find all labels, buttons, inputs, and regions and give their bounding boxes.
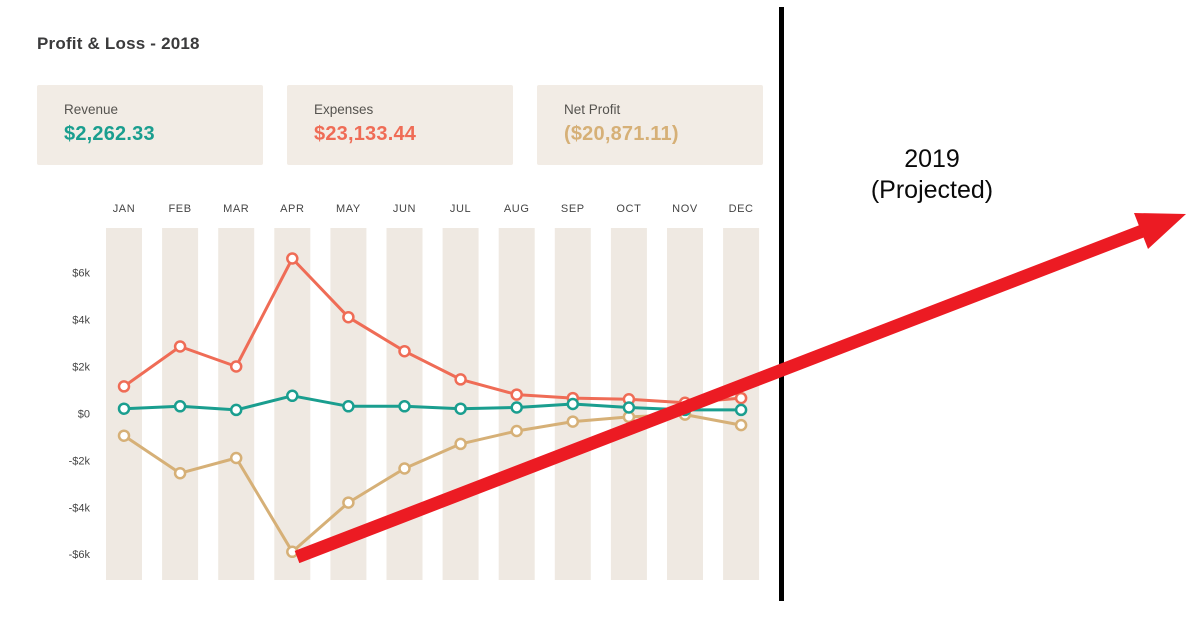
y-axis-tick-label: $0: [78, 408, 90, 420]
data-point-net-profit: [510, 424, 523, 438]
revenue-card: Revenue $2,262.33: [37, 85, 263, 165]
expenses-card-label: Expenses: [314, 102, 374, 117]
expenses-card: Expenses $23,133.44: [287, 85, 513, 165]
month-label: NOV: [672, 203, 698, 215]
series-line-revenue: [122, 394, 743, 412]
expenses-card-value: $23,133.44: [314, 123, 417, 145]
summary-cards: Revenue $2,262.33 Expenses $23,133.44 Ne…: [37, 85, 763, 165]
profit-loss-chart: JAN FEB MAR APR MAY JUN JUL AUG SEP OCT NOV DEC $6k $…: [69, 203, 760, 580]
data-point-net-profit: [734, 418, 748, 432]
series-line-expenses: [122, 257, 743, 405]
data-point-revenue: [454, 402, 467, 415]
divider-line: [779, 7, 784, 601]
data-point-net-profit: [117, 429, 131, 442]
data-point-expenses: [734, 391, 748, 405]
data-point-expenses: [510, 388, 523, 401]
projection-year: 2019: [904, 145, 960, 173]
data-point-net-profit: [286, 545, 299, 559]
data-point-revenue: [117, 402, 131, 415]
data-point-revenue: [566, 397, 580, 411]
month-label: JUN: [393, 203, 416, 215]
data-point-net-profit: [229, 451, 243, 465]
month-label: MAY: [336, 203, 361, 215]
data-point-net-profit: [566, 415, 580, 428]
data-point-expenses: [342, 310, 355, 324]
data-point-expenses: [173, 340, 187, 353]
data-point-revenue: [622, 401, 636, 414]
data-point-revenue: [342, 400, 355, 413]
net-profit-card: Net Profit ($20,871.11): [537, 85, 763, 165]
data-point-revenue: [734, 403, 748, 417]
data-point-net-profit: [454, 437, 467, 451]
data-point-expenses: [286, 252, 299, 265]
data-point-revenue: [398, 400, 411, 413]
data-point-expenses: [454, 373, 467, 386]
month-label: SEP: [561, 203, 585, 215]
net-profit-card-value: ($20,871.11): [564, 123, 679, 145]
net-profit-card-label: Net Profit: [564, 102, 621, 117]
month-label: DEC: [729, 203, 754, 215]
data-point-revenue: [678, 403, 692, 417]
y-axis-tick-label: -$4k: [69, 502, 91, 514]
page-title: Profit & Loss - 2018: [37, 34, 200, 53]
data-point-net-profit: [398, 462, 411, 475]
data-point-expenses: [398, 344, 411, 358]
series-line-net-profit: [122, 413, 743, 554]
data-point-revenue: [173, 400, 187, 413]
revenue-card-label: Revenue: [64, 102, 119, 117]
y-axis-tick-label: -$2k: [69, 455, 91, 467]
month-label: MAR: [223, 203, 249, 215]
month-label: AUG: [504, 203, 530, 215]
month-label: JAN: [113, 203, 136, 215]
revenue-card-value: $2,262.33: [64, 123, 155, 145]
data-point-expenses: [117, 380, 131, 393]
data-point-net-profit: [342, 496, 355, 509]
y-axis-tick-label: $2k: [72, 361, 90, 373]
y-axis-tick-label: $6k: [72, 268, 90, 280]
data-point-net-profit: [173, 466, 187, 480]
month-label: JUL: [450, 203, 471, 215]
projection-caption: (Projected): [870, 176, 994, 204]
y-axis-tick-label: -$6k: [69, 549, 91, 561]
projection-arrow-head: [1134, 213, 1186, 249]
data-point-revenue: [510, 401, 523, 414]
projection-label: 2019 (Projected): [832, 144, 1032, 206]
data-point-expenses: [229, 360, 243, 373]
month-label: APR: [280, 203, 304, 215]
data-point-revenue: [286, 389, 299, 403]
month-label: FEB: [168, 203, 191, 215]
y-axis-tick-label: $4k: [72, 315, 90, 327]
month-label: OCT: [616, 203, 641, 215]
data-point-revenue: [229, 403, 243, 417]
